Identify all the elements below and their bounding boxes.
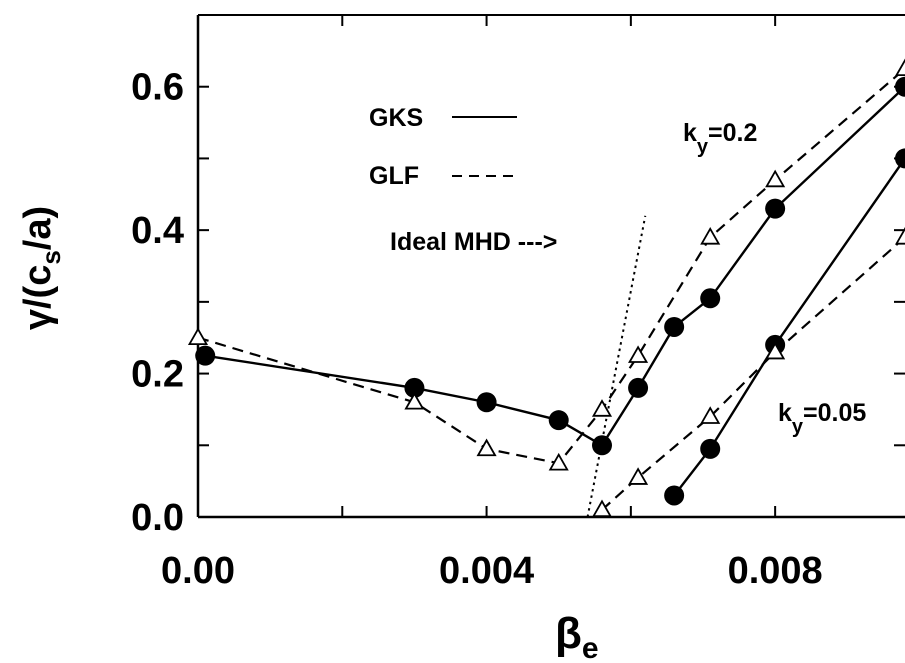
ky-high-rest: =0.2: [708, 119, 757, 147]
y-axis-title: γ/(cs/a): [17, 206, 66, 330]
x-axis-title-sub: e: [582, 632, 599, 663]
ky-high-label: ky=0.2: [683, 119, 757, 158]
y-axis-title-pre: γ/(c: [17, 265, 59, 330]
data-point-triangle: [630, 347, 647, 362]
series-layer: [198, 69, 905, 517]
legend-label-glf: GLF: [369, 162, 419, 190]
data-point-triangle: [478, 440, 495, 455]
legend-label-gks: GKS: [369, 104, 423, 132]
data-point-circle: [700, 288, 720, 308]
x-tick-label: 0.004: [439, 550, 534, 592]
y-tick-label: 0.4: [131, 210, 184, 252]
ky-high-base: k: [683, 119, 697, 147]
ky-low-rest: =0.05: [803, 399, 866, 427]
y-tick-label: 0.6: [131, 67, 184, 109]
y-tick-label: 0.0: [131, 497, 184, 539]
y-axis-title-post: /a): [17, 206, 59, 250]
data-point-circle: [765, 199, 785, 219]
legend: GKS GLF: [369, 104, 517, 190]
data-point-circle: [477, 392, 497, 412]
series-line-glf-1: [198, 69, 905, 463]
ideal-mhd-label: Ideal MHD --->: [390, 228, 557, 256]
x-tick-label: 0.00: [161, 550, 235, 592]
markers-layer: [190, 60, 905, 516]
data-point-circle: [700, 439, 720, 459]
axis-ticks: 0.00 0.004 0.008 0.0 0.2 0.4 0.6: [131, 15, 905, 592]
plot-area: [198, 15, 905, 517]
data-point-circle: [549, 410, 569, 430]
data-point-circle: [628, 378, 648, 398]
data-point-circle: [195, 346, 215, 366]
data-point-circle: [664, 485, 684, 505]
y-tick-label: 0.2: [131, 354, 184, 396]
y-axis-title-sub: s: [36, 250, 66, 264]
data-point-triangle: [897, 60, 905, 75]
data-point-circle: [592, 435, 612, 455]
data-point-circle: [664, 317, 684, 337]
x-axis-title: βe: [555, 609, 599, 663]
series-line-gks-0: [205, 87, 905, 446]
ky-low-base: k: [778, 399, 792, 427]
data-point-triangle: [767, 171, 784, 186]
data-point-circle: [895, 148, 905, 168]
data-point-triangle: [190, 329, 207, 344]
ky-low-label: ky=0.05: [778, 399, 866, 438]
x-tick-label: 0.008: [728, 550, 823, 592]
x-axis-title-base: β: [555, 609, 582, 658]
